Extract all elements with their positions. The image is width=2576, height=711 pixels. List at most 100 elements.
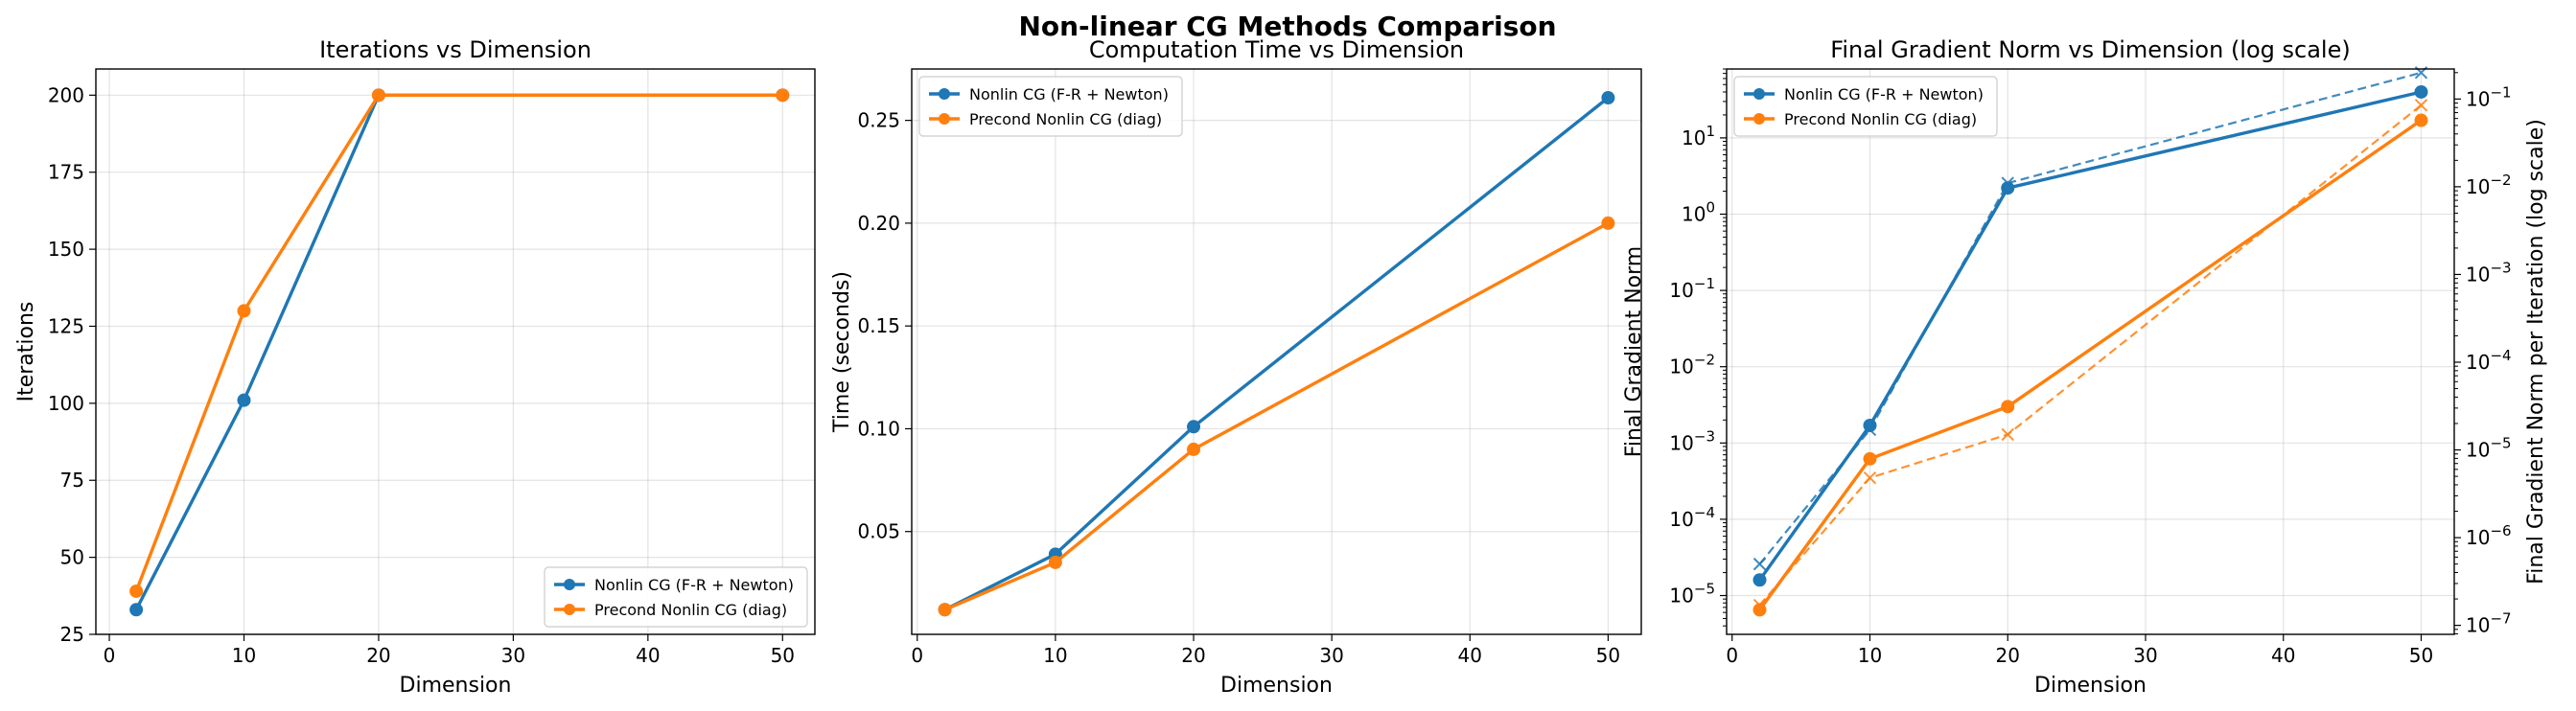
data-point xyxy=(237,304,251,318)
legend-label: Precond Nonlin CG (diag) xyxy=(969,110,1162,128)
legend-entry: Precond Nonlin CG (diag) xyxy=(1744,110,1977,128)
legend: Nonlin CG (F-R + Newton) Precond Nonlin C… xyxy=(544,566,808,628)
data-point xyxy=(2414,84,2428,99)
x-axis-label: Dimension xyxy=(1220,674,1333,698)
y-axis-label: Time (seconds) xyxy=(830,271,854,433)
data-point xyxy=(2001,181,2015,195)
axes-frame xyxy=(911,68,1642,635)
data-point xyxy=(1187,442,1201,456)
legend-marker xyxy=(939,113,950,125)
x-tick-label: 30 xyxy=(501,644,525,667)
y-right-tick-label: 10−2 xyxy=(2466,172,2512,198)
series-2 xyxy=(129,88,790,598)
panel-2: 0 10 20 30 40 50 0.05 0.10 0.15 0.20 0.25 Computati… xyxy=(830,36,1642,698)
y-right-tick-label: 10−4 xyxy=(2466,347,2512,374)
series-line xyxy=(1758,103,2423,607)
data-point xyxy=(1863,423,1877,437)
data-point xyxy=(371,88,385,103)
y-tick-label: 0.10 xyxy=(857,417,900,440)
legend-marker xyxy=(1753,113,1765,125)
legend-label: Precond Nonlin CG (diag) xyxy=(1784,110,1977,128)
x-tick-label: 30 xyxy=(2133,644,2157,667)
x-tick-label: 40 xyxy=(636,644,660,667)
x-tick-label: 10 xyxy=(1043,644,1067,667)
data-point xyxy=(1048,555,1062,569)
series-line xyxy=(1758,119,2423,611)
panel-3: 0 10 20 30 40 50 10−5 10−4 10−3 10−2 10−1 100 101 10−… xyxy=(1622,36,2548,698)
y-tick-label: 150 xyxy=(48,238,84,261)
x-tick-label: 20 xyxy=(366,644,390,667)
legend-entry: Precond Nonlin CG (diag) xyxy=(929,110,1162,128)
legend-marker xyxy=(564,579,575,590)
series-1 xyxy=(938,91,1615,617)
legend-entry: Nonlin CG (F-R + Newton) xyxy=(1744,85,1984,103)
y-tick-label: 75 xyxy=(60,469,84,492)
panel-title: Iterations vs Dimension xyxy=(319,36,592,63)
y-tick-label: 200 xyxy=(48,83,84,106)
y-tick-label: 25 xyxy=(60,623,84,646)
series-line xyxy=(943,96,1610,611)
data-point xyxy=(1601,91,1615,105)
legend-label: Nonlin CG (F-R + Newton) xyxy=(594,576,794,594)
legend-frame xyxy=(1733,76,1998,137)
x-tick-label: 20 xyxy=(1996,644,2020,667)
y-tick-label: 100 xyxy=(1682,198,1715,225)
x-tick-label: 10 xyxy=(1858,644,1882,667)
panel-1: 0 10 20 30 40 50 25 50 75 100 125 150 175 200 Iteratio… xyxy=(14,36,816,698)
data-point xyxy=(129,584,144,598)
x-tick-label: 0 xyxy=(911,644,923,667)
x-tick-label: 50 xyxy=(1596,644,1620,667)
series-line xyxy=(134,93,783,592)
y-right-tick-label: 10−6 xyxy=(2466,522,2512,549)
y-right-axis-label: Final Gradient Norm per Iteration (log s… xyxy=(2524,119,2548,585)
legend-label: Precond Nonlin CG (diag) xyxy=(594,601,787,619)
x-tick-label: 30 xyxy=(1319,644,1343,667)
data-point xyxy=(1752,573,1767,587)
data-point xyxy=(938,603,952,617)
y-tick-label: 10−2 xyxy=(1669,352,1715,378)
legend: Nonlin CG (F-R + Newton) Precond Nonlin C… xyxy=(1733,76,1998,137)
legend-entry: Nonlin CG (F-R + Newton) xyxy=(929,85,1169,103)
series-line xyxy=(1758,71,2422,565)
y-right-tick-label: 10−3 xyxy=(2466,259,2512,286)
legend-marker xyxy=(1753,88,1765,100)
series-4 xyxy=(1752,99,2428,612)
y-tick-label: 101 xyxy=(1682,123,1715,149)
series-line xyxy=(943,221,1610,611)
x-axis-label: Dimension xyxy=(400,674,512,698)
data-point xyxy=(2414,113,2428,127)
legend-frame xyxy=(544,566,808,628)
grid xyxy=(1727,69,2454,634)
x-tick-label: 40 xyxy=(2271,644,2295,667)
data-point xyxy=(776,88,790,103)
legend-marker xyxy=(939,88,950,100)
figure-suptitle: Non-linear CG Methods Comparison xyxy=(1018,11,1556,42)
y-axis-label: Final Gradient Norm xyxy=(1622,246,1646,457)
data-point xyxy=(129,603,144,617)
legend-marker xyxy=(564,604,575,615)
data-point xyxy=(237,393,251,407)
data-point xyxy=(1863,471,1877,485)
legend-frame xyxy=(918,76,1183,137)
y-tick-label: 10−5 xyxy=(1669,581,1715,608)
x-tick-label: 40 xyxy=(1458,644,1482,667)
y-tick-label: 0.20 xyxy=(857,212,900,235)
data-point xyxy=(1752,598,1767,612)
x-tick-label: 10 xyxy=(232,644,256,667)
data-point xyxy=(1187,420,1201,434)
y-tick-label: 0.25 xyxy=(857,109,900,132)
data-point xyxy=(2414,99,2428,112)
y-right-tick-label: 10−7 xyxy=(2466,610,2512,637)
y-tick-label: 10−4 xyxy=(1669,504,1715,531)
data-point xyxy=(1601,216,1615,230)
y-tick-label: 0.05 xyxy=(857,520,900,543)
y-right-tick-label: 10−1 xyxy=(2466,83,2512,110)
data-point xyxy=(2001,427,2014,442)
series-line xyxy=(1758,90,2422,582)
y-tick-label: 175 xyxy=(48,161,84,184)
x-tick-label: 20 xyxy=(1181,644,1205,667)
grid xyxy=(912,69,1641,634)
data-point xyxy=(2001,176,2014,190)
